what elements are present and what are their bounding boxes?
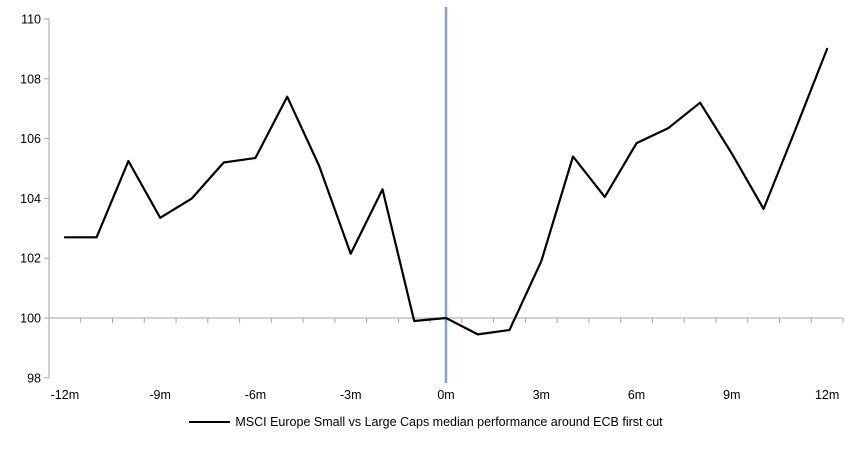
y-axis-label: 108 bbox=[20, 72, 41, 86]
x-axis-label: 9m bbox=[723, 388, 740, 402]
y-axis-label: 110 bbox=[21, 13, 41, 27]
chart-canvas: 98 100 102 104 106 108 110 -12m -9m -6m -3m 0m 3m 6m 9… bbox=[20, 7, 844, 402]
x-axis-label: -3m bbox=[340, 388, 362, 402]
y-axis-label: 104 bbox=[20, 192, 41, 206]
legend: MSCI Europe Small vs Large Caps median p… bbox=[0, 408, 852, 436]
x-axis-label: -9m bbox=[149, 388, 171, 402]
legend-label: MSCI Europe Small vs Large Caps median p… bbox=[235, 415, 663, 429]
legend-line-sample bbox=[189, 421, 231, 423]
y-axis-label: 106 bbox=[20, 132, 41, 146]
x-axis-label: 6m bbox=[628, 388, 645, 402]
y-axis-label: 102 bbox=[20, 252, 41, 266]
y-axis-label: 100 bbox=[20, 312, 41, 326]
x-axis-label: -12m bbox=[51, 388, 79, 402]
x-axis-label: 12m bbox=[815, 388, 839, 402]
y-axis-label: 98 bbox=[27, 371, 41, 385]
x-axis-label: -6m bbox=[245, 388, 267, 402]
series-line bbox=[63, 47, 829, 336]
x-axis-label: 0m bbox=[437, 388, 454, 402]
x-axis-label: 3m bbox=[533, 388, 550, 402]
